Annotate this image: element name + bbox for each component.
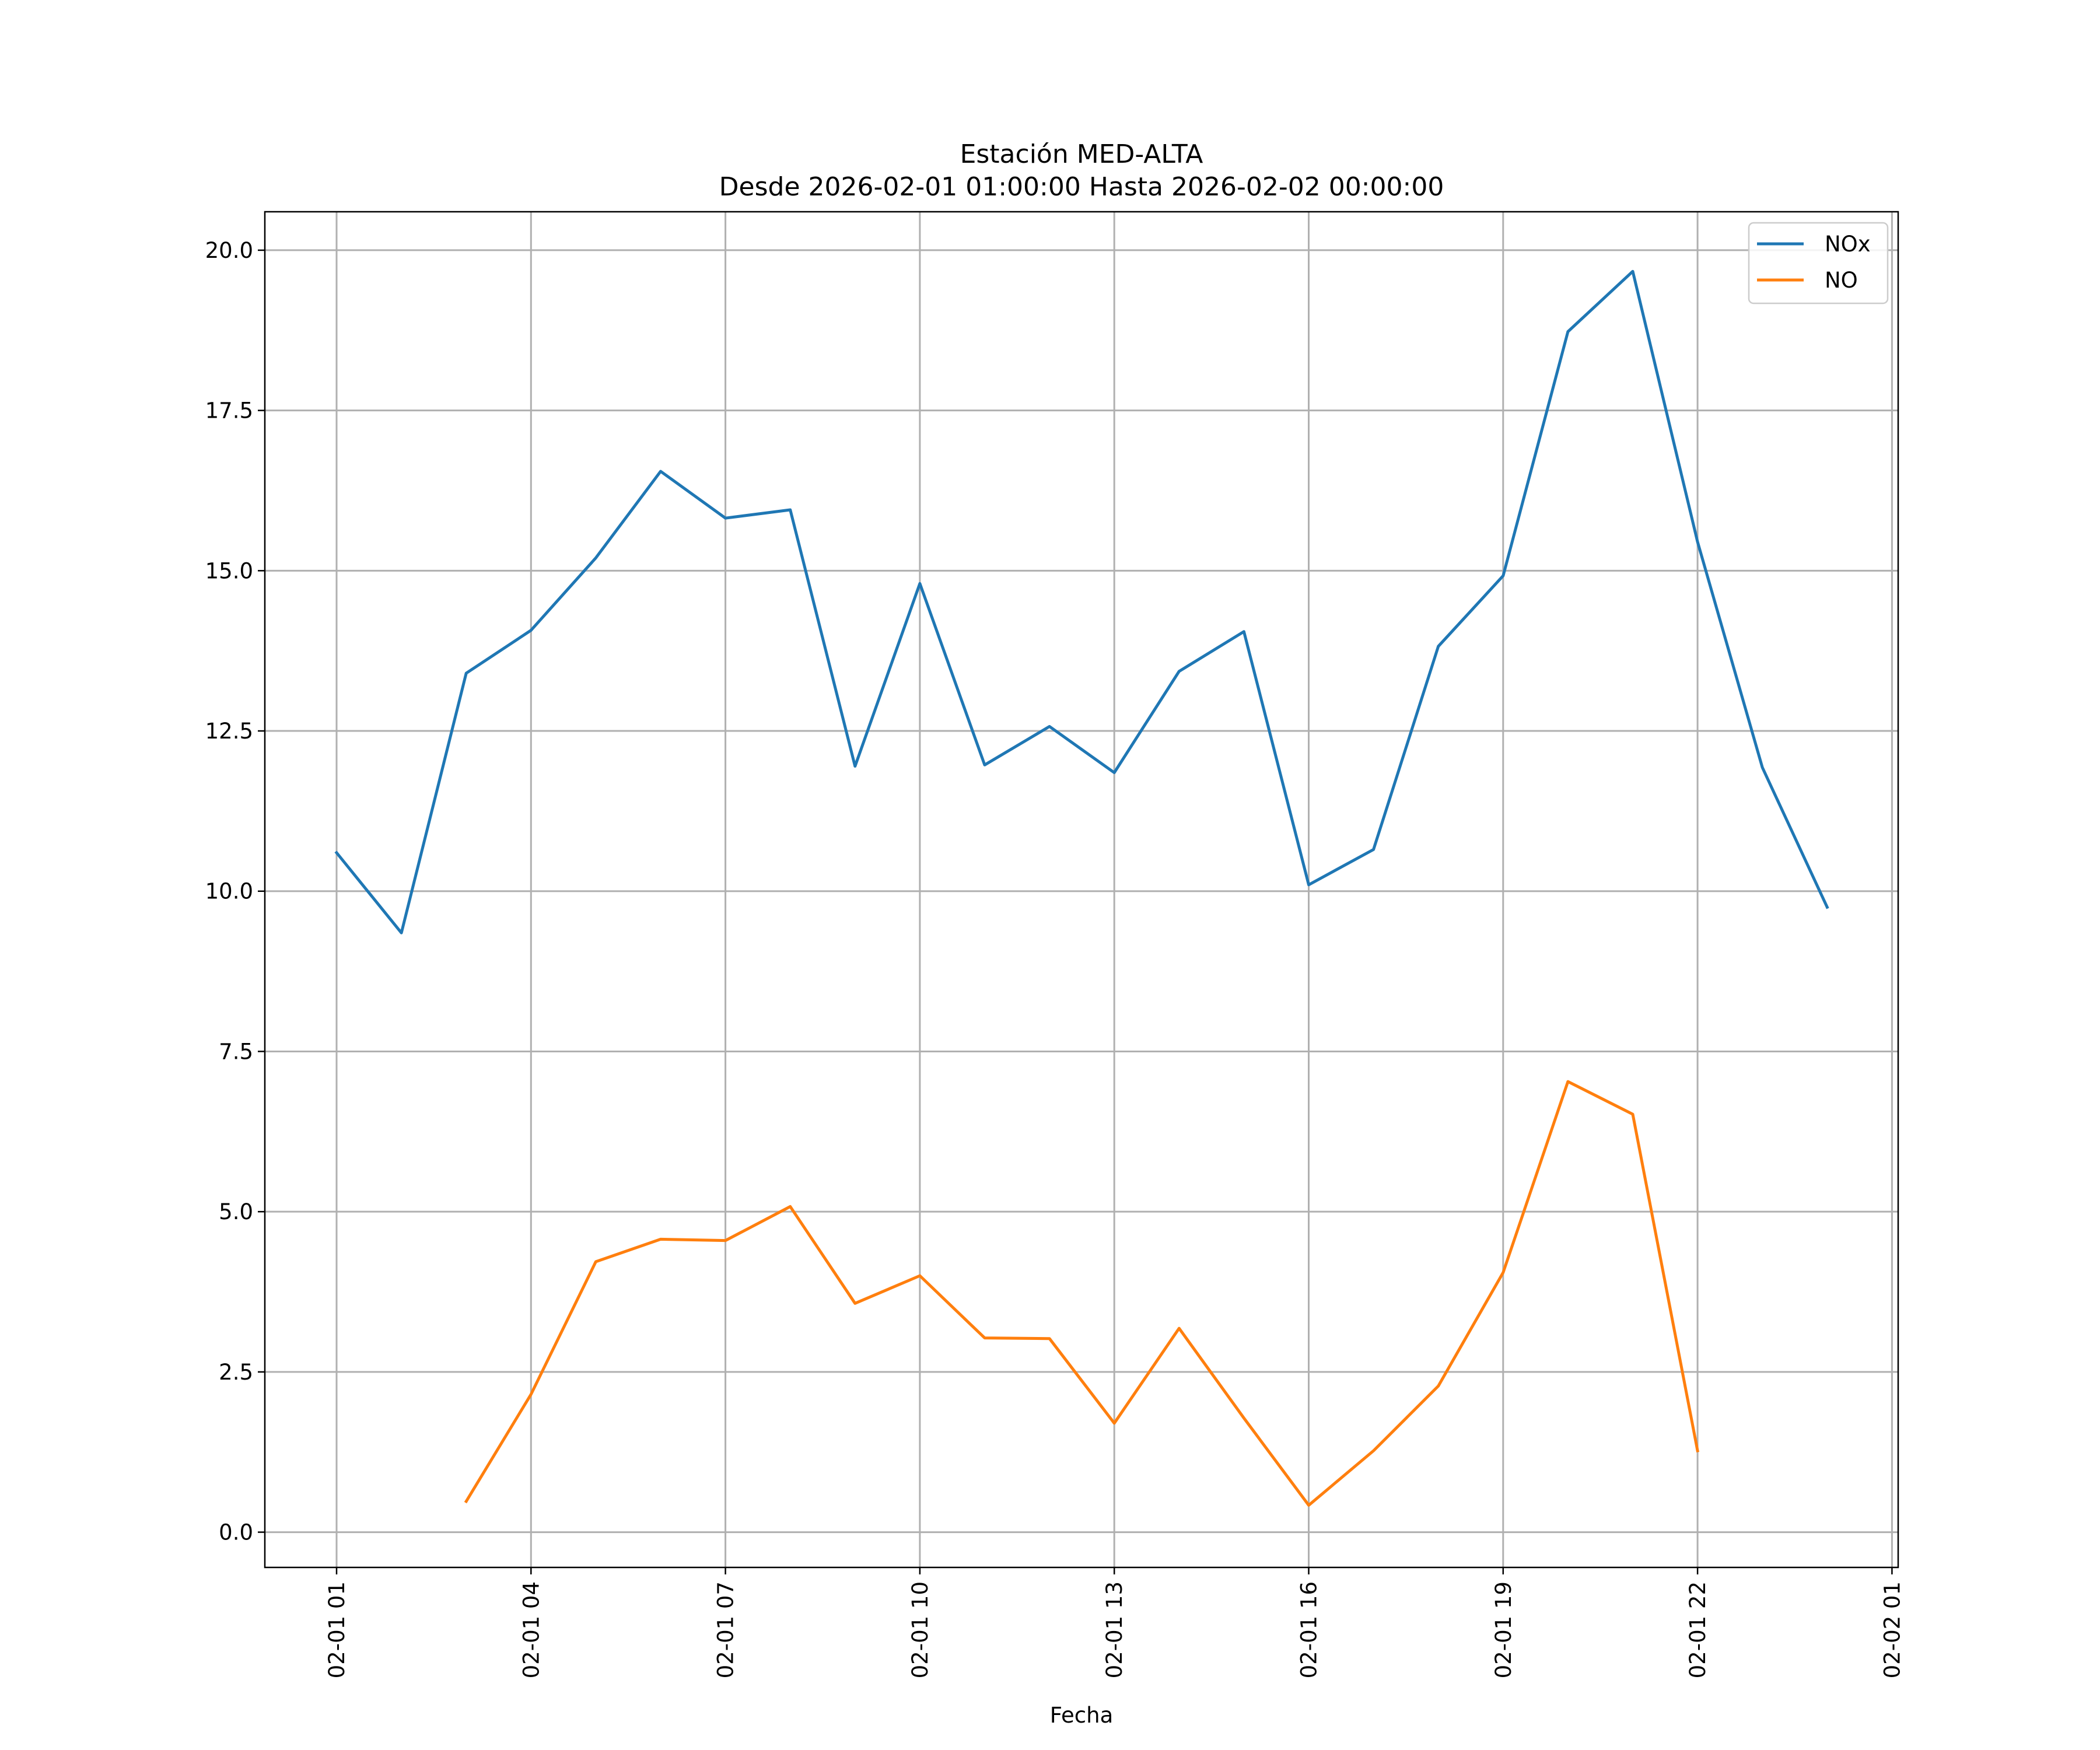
y-tick-label: 2.5 bbox=[219, 1360, 253, 1385]
y-tick-label: 0.0 bbox=[219, 1520, 253, 1545]
y-tick-label: 15.0 bbox=[205, 558, 253, 583]
series-lines bbox=[334, 270, 1829, 1507]
y-tick-label: 10.0 bbox=[205, 879, 253, 904]
legend-label-no: NO bbox=[1825, 268, 1858, 293]
x-tick-label: 02-01 10 bbox=[908, 1581, 933, 1678]
x-tick-label: 02-01 22 bbox=[1685, 1581, 1710, 1678]
x-tick-label: 02-02 01 bbox=[1880, 1581, 1905, 1678]
y-tick-label: 17.5 bbox=[205, 398, 253, 424]
x-tick-label: 02-01 07 bbox=[713, 1581, 738, 1678]
x-tick-label: 02-01 04 bbox=[519, 1581, 544, 1678]
y-axis: 0.0 2.5 5.0 7.5 10.0 12.5 15.0 17.5 20.0 bbox=[205, 238, 265, 1545]
y-tick-label: 5.0 bbox=[219, 1199, 253, 1224]
x-axis-label: Fecha bbox=[1050, 1703, 1114, 1728]
x-tick-label: 02-01 16 bbox=[1297, 1581, 1322, 1678]
x-tick-label: 02-01 13 bbox=[1102, 1581, 1127, 1678]
x-tick-label: 02-01 19 bbox=[1491, 1581, 1516, 1678]
grid-lines bbox=[265, 212, 1898, 1567]
x-tick-label: 02-01 01 bbox=[324, 1581, 349, 1678]
x-axis: 02-01 01 02-01 04 02-01 07 02-01 10 02-01 13… bbox=[324, 1567, 1905, 1678]
y-tick-label: 20.0 bbox=[205, 238, 253, 263]
y-tick-label: 7.5 bbox=[219, 1039, 253, 1064]
legend-label-nox: NOx bbox=[1825, 232, 1871, 257]
chart-title: Estación MED-ALTA bbox=[960, 139, 1203, 169]
series-line-nox bbox=[334, 270, 1829, 935]
series-line-no bbox=[464, 1080, 1700, 1507]
legend: NOx NO bbox=[1748, 222, 1889, 304]
y-tick-label: 12.5 bbox=[205, 719, 253, 744]
chart-subtitle: Desde 2026-02-01 01:00:00 Hasta 2026-02-… bbox=[719, 172, 1444, 202]
plot-frame bbox=[264, 211, 1899, 1569]
